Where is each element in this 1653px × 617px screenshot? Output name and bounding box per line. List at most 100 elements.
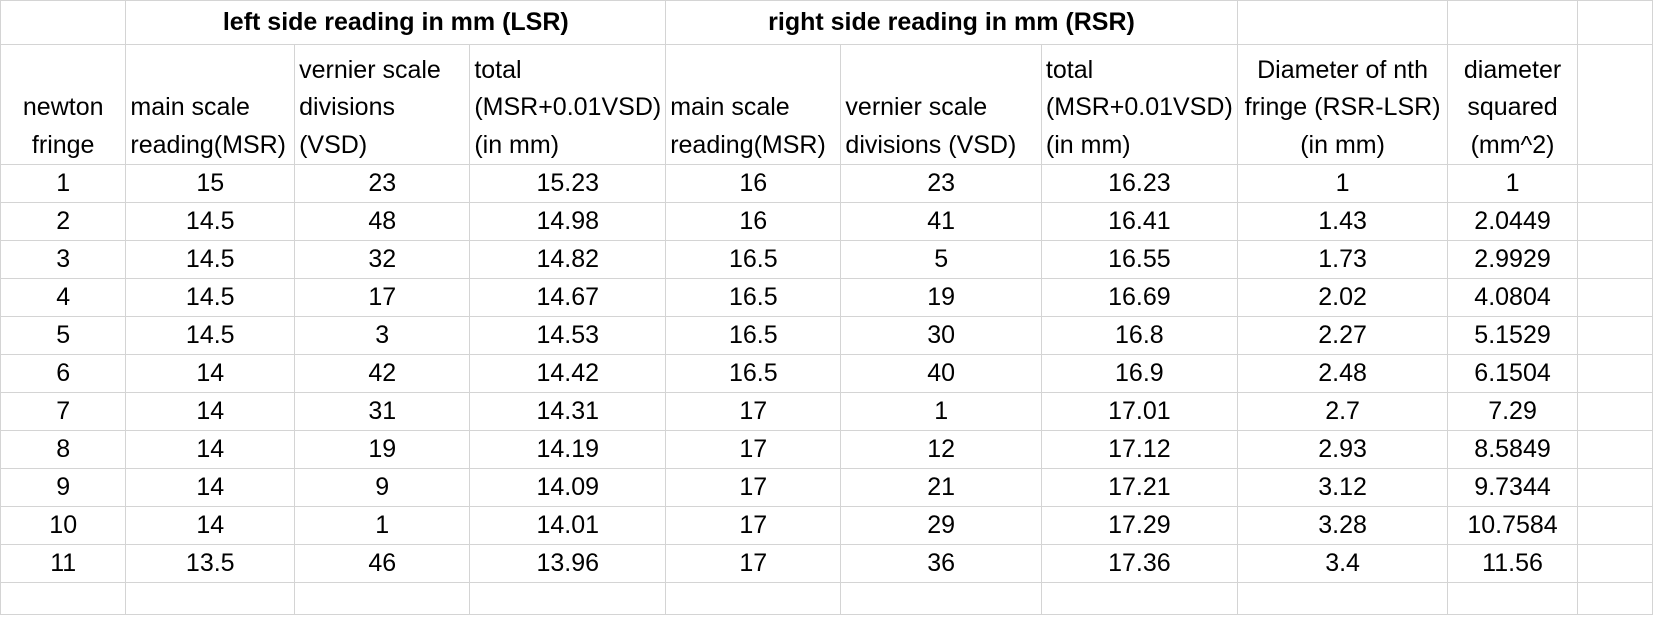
cell-lsr-vsd[interactable]: 42 bbox=[294, 354, 471, 393]
rsr-group-header[interactable]: right side reading in mm (RSR) bbox=[665, 0, 1238, 45]
cell-lsr-msr[interactable]: 14 bbox=[125, 354, 296, 393]
cell-empty[interactable] bbox=[0, 582, 127, 615]
cell-rsr-msr[interactable]: 16 bbox=[665, 202, 842, 241]
header-rsr-vernier[interactable]: vernier scale divisions (VSD) bbox=[840, 44, 1042, 165]
cell-fringe-number[interactable]: 11 bbox=[0, 544, 127, 583]
cell-lsr-total[interactable]: 14.67 bbox=[469, 278, 667, 317]
cell-empty[interactable] bbox=[840, 582, 1042, 615]
header-rsr-main-scale[interactable]: main scale reading(MSR) bbox=[665, 44, 842, 165]
cell-fringe-number[interactable]: 2 bbox=[0, 202, 127, 241]
cell-empty[interactable] bbox=[125, 582, 296, 615]
cell-rsr-total[interactable]: 17.36 bbox=[1040, 544, 1238, 583]
cell-lsr-msr[interactable]: 14 bbox=[125, 392, 296, 431]
cell-rsr-vsd[interactable]: 5 bbox=[840, 240, 1042, 279]
cell-diameter-squared[interactable]: 6.1504 bbox=[1447, 354, 1578, 393]
cell-diameter[interactable]: 1.43 bbox=[1236, 202, 1449, 241]
cell-lsr-msr[interactable]: 15 bbox=[125, 164, 296, 203]
cell-rsr-vsd[interactable]: 12 bbox=[840, 430, 1042, 469]
cell-rsr-msr[interactable]: 16.5 bbox=[665, 278, 842, 317]
cell-rsr-total[interactable]: 16.55 bbox=[1040, 240, 1238, 279]
cell-fringe-number[interactable]: 10 bbox=[0, 506, 127, 545]
cell-lsr-msr[interactable]: 14 bbox=[125, 468, 296, 507]
cell-lsr-total[interactable]: 14.09 bbox=[469, 468, 667, 507]
cell-empty[interactable] bbox=[1576, 316, 1653, 355]
cell-lsr-total[interactable]: 15.23 bbox=[469, 164, 667, 203]
cell-rsr-msr[interactable]: 17 bbox=[665, 468, 842, 507]
cell-diameter-squared[interactable]: 8.5849 bbox=[1447, 430, 1578, 469]
cell-diameter[interactable]: 3.12 bbox=[1236, 468, 1449, 507]
cell-rsr-total[interactable]: 17.29 bbox=[1040, 506, 1238, 545]
lsr-group-header[interactable]: left side reading in mm (LSR) bbox=[125, 0, 667, 45]
cell-lsr-msr[interactable]: 14 bbox=[125, 506, 296, 545]
cell-rsr-msr[interactable]: 16.5 bbox=[665, 354, 842, 393]
cell-rsr-total[interactable]: 16.23 bbox=[1040, 164, 1238, 203]
cell-lsr-msr[interactable]: 14.5 bbox=[125, 240, 296, 279]
cell-lsr-vsd[interactable]: 23 bbox=[294, 164, 471, 203]
cell-rsr-msr[interactable]: 16.5 bbox=[665, 240, 842, 279]
header-diameter[interactable]: Diameter of nth fringe (RSR-LSR) (in mm) bbox=[1236, 44, 1449, 165]
cell-diameter[interactable]: 2.48 bbox=[1236, 354, 1449, 393]
cell-rsr-total[interactable]: 17.12 bbox=[1040, 430, 1238, 469]
cell-empty[interactable] bbox=[1040, 582, 1238, 615]
cell-lsr-vsd[interactable]: 46 bbox=[294, 544, 471, 583]
header-lsr-vernier[interactable]: vernier scale divisions (VSD) bbox=[294, 44, 471, 165]
cell-rsr-vsd[interactable]: 29 bbox=[840, 506, 1042, 545]
cell-empty[interactable] bbox=[1576, 392, 1653, 431]
cell-diameter-squared[interactable]: 9.7344 bbox=[1447, 468, 1578, 507]
cell-rsr-vsd[interactable]: 1 bbox=[840, 392, 1042, 431]
cell-lsr-vsd[interactable]: 19 bbox=[294, 430, 471, 469]
cell-fringe-number[interactable]: 8 bbox=[0, 430, 127, 469]
header-rsr-total[interactable]: total (MSR+0.01VSD) (in mm) bbox=[1040, 44, 1238, 165]
cell-rsr-total[interactable]: 17.01 bbox=[1040, 392, 1238, 431]
cell-diameter-squared[interactable]: 1 bbox=[1447, 164, 1578, 203]
cell-diameter-squared[interactable]: 11.56 bbox=[1447, 544, 1578, 583]
cell-diameter[interactable]: 1.73 bbox=[1236, 240, 1449, 279]
cell-empty[interactable] bbox=[665, 582, 842, 615]
cell-diameter[interactable]: 3.28 bbox=[1236, 506, 1449, 545]
cell-lsr-total[interactable]: 14.53 bbox=[469, 316, 667, 355]
cell-lsr-total[interactable]: 14.31 bbox=[469, 392, 667, 431]
cell-rsr-msr[interactable]: 17 bbox=[665, 506, 842, 545]
header-lsr-main-scale[interactable]: main scale reading(MSR) bbox=[125, 44, 296, 165]
cell-lsr-msr[interactable]: 14.5 bbox=[125, 202, 296, 241]
cell-diameter[interactable]: 1 bbox=[1236, 164, 1449, 203]
cell-rsr-total[interactable]: 16.8 bbox=[1040, 316, 1238, 355]
cell-empty[interactable] bbox=[1576, 164, 1653, 203]
cell-lsr-vsd[interactable]: 3 bbox=[294, 316, 471, 355]
cell-empty[interactable] bbox=[1576, 544, 1653, 583]
header-diameter-squared[interactable]: diameter squared (mm^2) bbox=[1447, 44, 1578, 165]
cell-diameter-squared[interactable]: 10.7584 bbox=[1447, 506, 1578, 545]
cell-lsr-total[interactable]: 14.19 bbox=[469, 430, 667, 469]
cell-lsr-msr[interactable]: 14.5 bbox=[125, 316, 296, 355]
cell-empty[interactable] bbox=[1576, 278, 1653, 317]
cell-lsr-total[interactable]: 14.82 bbox=[469, 240, 667, 279]
cell-empty[interactable] bbox=[469, 582, 667, 615]
cell-lsr-vsd[interactable]: 32 bbox=[294, 240, 471, 279]
cell-rsr-total[interactable]: 16.41 bbox=[1040, 202, 1238, 241]
cell-diameter[interactable]: 2.02 bbox=[1236, 278, 1449, 317]
cell-rsr-msr[interactable]: 17 bbox=[665, 430, 842, 469]
cell-empty[interactable] bbox=[1576, 506, 1653, 545]
cell-empty[interactable] bbox=[1576, 430, 1653, 469]
cell-empty[interactable] bbox=[1576, 582, 1653, 615]
cell-diameter-squared[interactable]: 2.0449 bbox=[1447, 202, 1578, 241]
cell-rsr-vsd[interactable]: 23 bbox=[840, 164, 1042, 203]
cell-empty[interactable] bbox=[1576, 468, 1653, 507]
cell-fringe-number[interactable]: 5 bbox=[0, 316, 127, 355]
cell-lsr-vsd[interactable]: 48 bbox=[294, 202, 471, 241]
cell-lsr-vsd[interactable]: 9 bbox=[294, 468, 471, 507]
cell-lsr-total[interactable]: 14.01 bbox=[469, 506, 667, 545]
cell-rsr-vsd[interactable]: 19 bbox=[840, 278, 1042, 317]
cell-lsr-msr[interactable]: 13.5 bbox=[125, 544, 296, 583]
cell-rsr-vsd[interactable]: 21 bbox=[840, 468, 1042, 507]
cell-diameter-squared[interactable]: 7.29 bbox=[1447, 392, 1578, 431]
cell-fringe-number[interactable]: 9 bbox=[0, 468, 127, 507]
cell-diameter[interactable]: 2.7 bbox=[1236, 392, 1449, 431]
cell-empty[interactable] bbox=[294, 582, 471, 615]
cell-empty[interactable] bbox=[1236, 582, 1449, 615]
cell-empty[interactable] bbox=[1576, 0, 1653, 45]
cell-rsr-msr[interactable]: 17 bbox=[665, 392, 842, 431]
cell-lsr-vsd[interactable]: 31 bbox=[294, 392, 471, 431]
cell-rsr-vsd[interactable]: 30 bbox=[840, 316, 1042, 355]
cell-diameter-squared[interactable]: 2.9929 bbox=[1447, 240, 1578, 279]
